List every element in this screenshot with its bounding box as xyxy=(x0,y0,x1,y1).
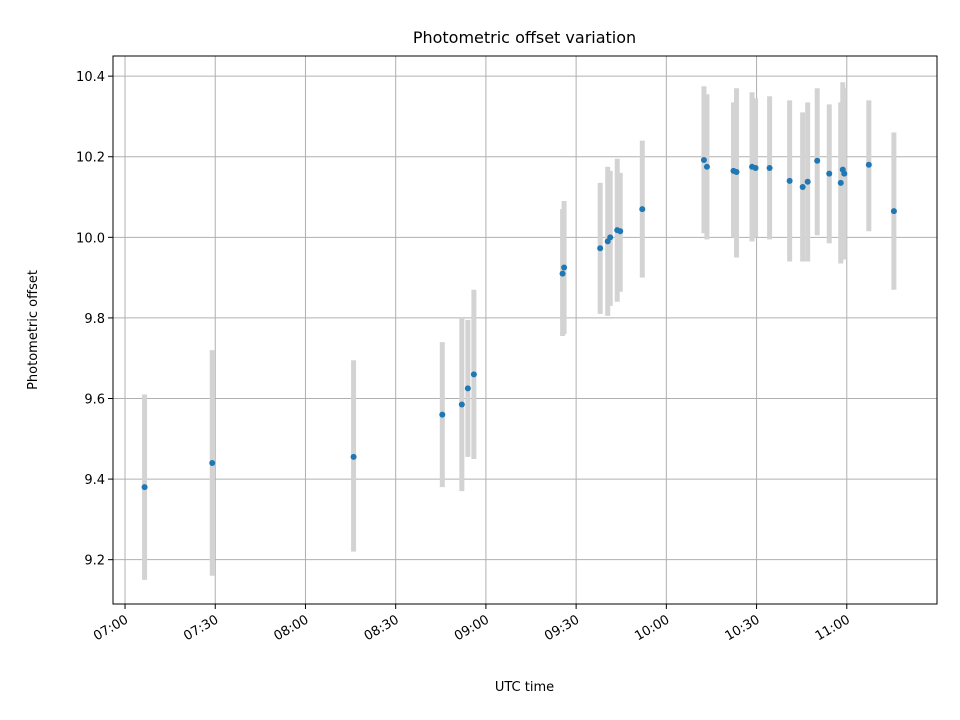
y-tick-label: 10.0 xyxy=(76,231,105,246)
data-point xyxy=(700,156,707,163)
y-tick-label: 9.6 xyxy=(84,393,105,408)
data-point xyxy=(865,161,872,168)
x-tick-label: 07:30 xyxy=(181,612,221,644)
data-point xyxy=(350,453,357,460)
data-point xyxy=(804,178,811,185)
data-point xyxy=(458,401,465,408)
y-tick-label: 9.8 xyxy=(84,312,105,327)
x-tick-label: 10:30 xyxy=(723,612,763,644)
data-point xyxy=(141,484,148,491)
data-point xyxy=(607,234,614,241)
x-tick-label: 11:00 xyxy=(813,612,853,644)
data-point xyxy=(464,385,471,392)
x-tick-label: 08:30 xyxy=(362,612,402,644)
data-point xyxy=(799,183,806,190)
data-point xyxy=(559,270,566,277)
data-point xyxy=(786,177,793,184)
data-point xyxy=(837,179,844,186)
chart-title: Photometric offset variation xyxy=(413,28,636,47)
data-point xyxy=(439,411,446,418)
data-point xyxy=(752,165,759,172)
data-point xyxy=(841,170,848,177)
y-axis-label: Photometric offset xyxy=(26,270,41,390)
data-point xyxy=(814,157,821,164)
data-point xyxy=(890,208,897,215)
y-tick-label: 10.2 xyxy=(76,151,105,166)
y-tick-label: 9.2 xyxy=(84,554,105,569)
x-tick-label: 10:00 xyxy=(632,612,672,644)
plot-frame xyxy=(112,55,938,605)
data-point xyxy=(597,245,604,252)
data-point xyxy=(209,459,216,466)
data-points xyxy=(141,156,897,491)
x-axis-ticks: 07:00 07:30 08:00 08:30 09:00 09:30 10:00 10:30… xyxy=(91,604,853,644)
grid-lines xyxy=(113,56,937,604)
y-tick-label: 9.4 xyxy=(84,473,105,488)
data-point xyxy=(766,165,773,172)
data-point xyxy=(826,170,833,177)
x-tick-label: 09:00 xyxy=(452,612,492,644)
x-tick-label: 09:30 xyxy=(542,612,582,644)
x-tick-label: 08:00 xyxy=(272,612,312,644)
y-tick-label: 10.4 xyxy=(76,70,105,85)
y-axis-ticks: 9.2 9.4 9.6 9.8 10.0 10.2 10.4 xyxy=(76,70,113,569)
data-point xyxy=(733,169,740,176)
x-axis-label: UTC time xyxy=(495,680,554,695)
x-tick-label: 07:00 xyxy=(91,612,131,644)
data-point xyxy=(617,228,624,235)
data-point xyxy=(703,163,710,170)
data-point xyxy=(639,206,646,213)
data-point xyxy=(561,264,568,271)
data-point xyxy=(470,371,477,378)
